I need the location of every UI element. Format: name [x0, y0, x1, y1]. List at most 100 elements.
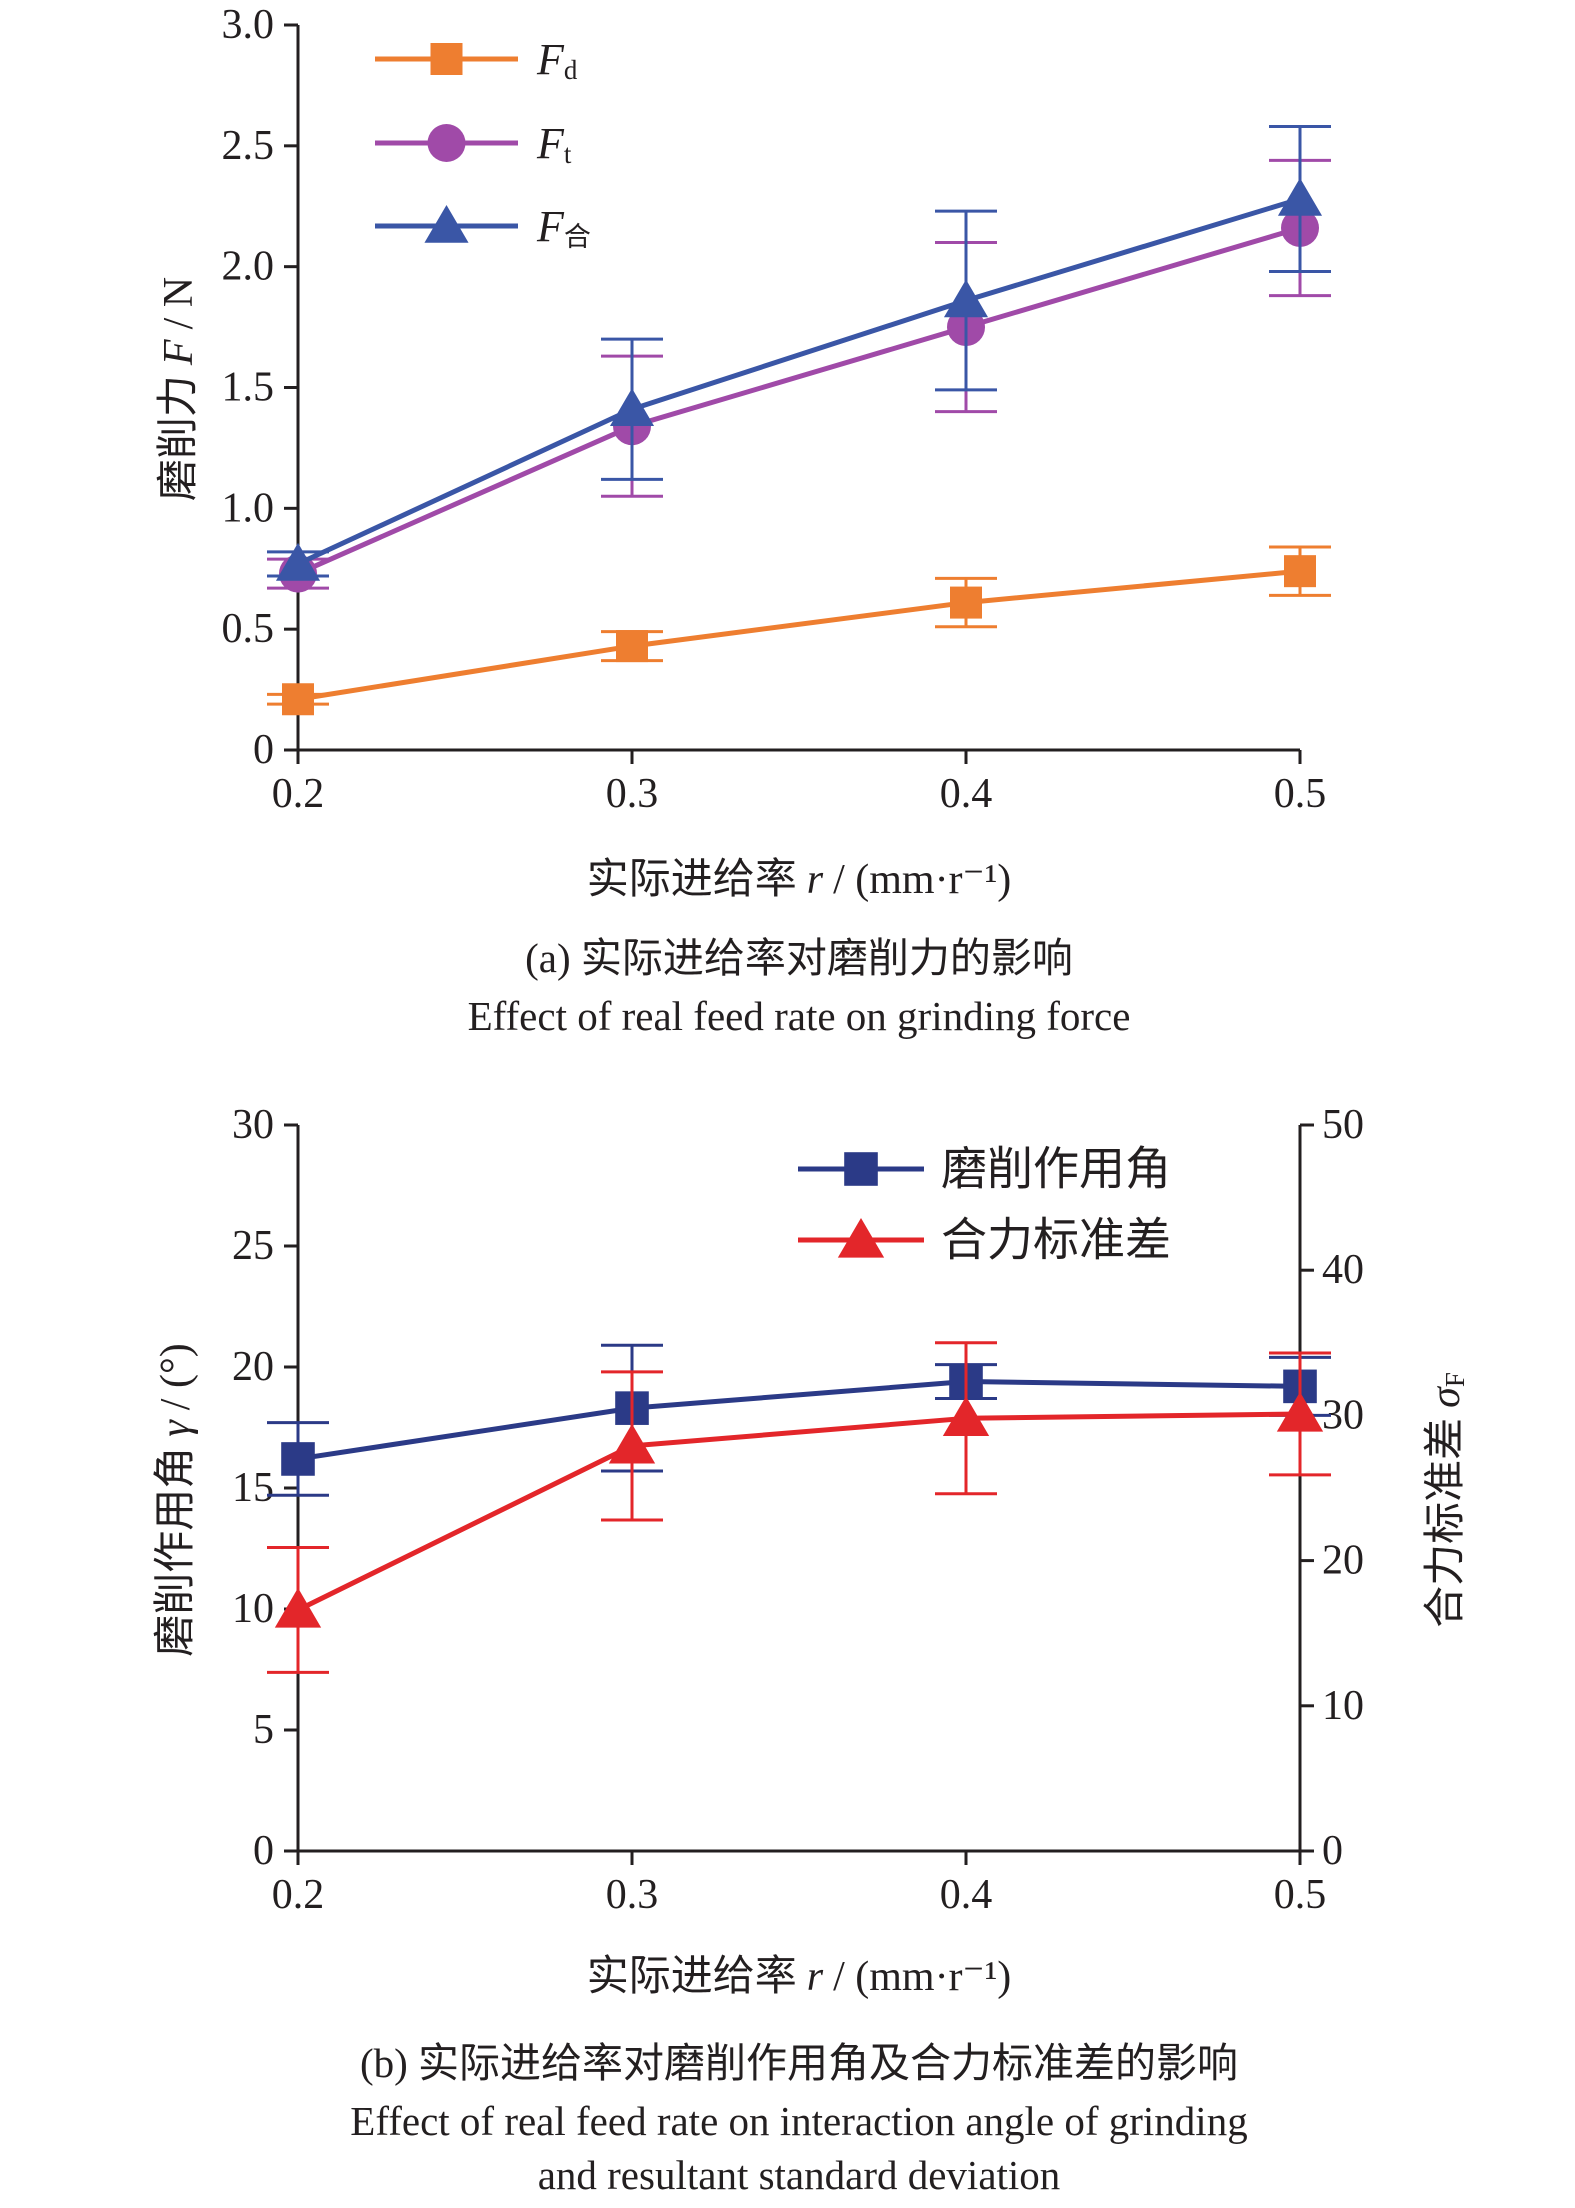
legend-label-symbol: F [536, 202, 565, 251]
chart-b-y2-tick-label: 20 [1322, 1538, 1364, 1584]
chart-b-x-tick-label: 0.3 [606, 1872, 659, 1918]
chart-a-y-tick-label: 2.5 [222, 123, 275, 169]
chart-a-y-tick-label: 1.0 [222, 485, 275, 531]
chart-a-y-tick-label: 1.5 [222, 365, 275, 411]
chart-b-caption-en-line-2: and resultant standard deviation [538, 2152, 1061, 2198]
legend-label-sub: 合 [564, 222, 591, 252]
chart-b-y-tick-label: 10 [232, 1586, 274, 1632]
chart-a-series-fd-point [616, 630, 648, 663]
chart-b-y-axis-label: 磨削作用角 γ / (°) [153, 1343, 199, 1657]
chart-a-series-fd-line [297, 568, 1301, 702]
chart-a-y-axis-label: 磨削力 F / N [156, 277, 202, 501]
chart-b-series-grinding-angle [267, 1343, 1331, 1497]
chart-a-legend-entry-ft: Ft [375, 119, 572, 170]
chart-b-x-tick-label: 0.2 [272, 1872, 325, 1918]
chart-b-y2-axis-label-symbol: σ [1423, 1385, 1469, 1408]
chart-b-y2-axis-label-sub: F [1440, 1372, 1470, 1387]
chart-a-x-tick-label: 0.2 [272, 771, 325, 817]
chart-a-legend-entry-fd: Fd [375, 35, 578, 86]
chart-b-legend-grinding-angle-marker [844, 1152, 878, 1186]
chart-a-series-fd-point [282, 683, 314, 716]
chart-a-x-tick-label: 0.5 [1274, 771, 1327, 817]
chart-a-series-fd-point [1284, 555, 1316, 588]
chart-a-series-f-resultant-point [275, 542, 321, 581]
chart-a-x-axis-label-text: 实际进给率 [587, 856, 797, 903]
chart-b-y-tick-label: 5 [253, 1707, 274, 1753]
chart-a-legend-ft-label: Ft [536, 119, 572, 170]
chart-a-series-fd-point [950, 586, 982, 619]
chart-b-y2-axis-label: 合力标准差 σF [1423, 1372, 1470, 1628]
chart-b-legend-entry-force-std: 合力标准差 [798, 1215, 1171, 1266]
chart-b-x-axis-label-unit: / (mm·r⁻¹) [833, 1954, 1011, 2000]
chart-b-series-grinding-angle-line [297, 1379, 1301, 1462]
chart-b-series-grinding-angle-point [281, 1442, 315, 1476]
legend-label-symbol: F [536, 119, 565, 168]
chart-b-y-tick-label: 15 [232, 1465, 274, 1511]
chart-a-y-tick-label: 0 [253, 727, 274, 773]
legend-label-sub: t [564, 139, 572, 169]
chart-a-y-tick-label: 2.0 [222, 244, 275, 290]
chart-a-y-axis-label-unit: / N [156, 277, 202, 330]
chart-b-series-force-std-point [608, 1423, 656, 1464]
chart-b-series-force-std-line [296, 1411, 1301, 1613]
chart-a-legend-fd-label: Fd [536, 35, 578, 86]
chart-a-y-axis-label-symbol: F [156, 339, 202, 366]
chart-a-series-f-resultant-line [296, 196, 1301, 567]
chart-a-caption-en: Effect of real feed rate on grinding for… [468, 993, 1131, 1039]
chart-a-x-axis-label-symbol: r [807, 857, 824, 903]
chart-b-series-force-std-point [942, 1396, 990, 1436]
chart-a-y-tick-label: 0.5 [222, 606, 275, 652]
chart-a-series-ft-line [296, 225, 1301, 576]
chart-b-y2-tick-label: 40 [1322, 1247, 1364, 1293]
chart-b-y2-tick-label: 0 [1322, 1828, 1343, 1874]
chart-a-x-tick-label: 0.3 [606, 771, 659, 817]
chart-a-caption: (a) 实际进给率对磨削力的影响 [525, 935, 1073, 981]
chart-a-legend-f-resultant-label: F合 [536, 202, 591, 253]
chart-a-legend-ft-marker [427, 124, 466, 162]
chart-b-legend-grinding-angle-label: 磨削作用角 [941, 1144, 1171, 1195]
chart-b-x-axis-label-text: 实际进给率 [587, 1953, 797, 2000]
chart-b-caption-en-line-1: Effect of real feed rate on interaction … [350, 2098, 1247, 2144]
chart-a-series-f-resultant-point [609, 388, 655, 427]
chart-b-y-axis-label-unit: / (°) [153, 1343, 199, 1410]
chart-b-x-tick-label: 0.4 [940, 1872, 993, 1918]
chart-b-series-force-std-point [274, 1587, 322, 1628]
chart-b-x-tick-label: 0.5 [1274, 1872, 1327, 1918]
chart-b-series-force-std-point [1276, 1391, 1324, 1432]
chart-b-legend-entry-grinding-angle: 磨削作用角 [798, 1144, 1171, 1195]
chart-a-legend-fd-marker [430, 43, 463, 75]
chart-b-y2-tick-label: 50 [1322, 1102, 1364, 1148]
chart-a-y-axis-label-text: 磨削力 [156, 375, 202, 501]
chart-a-series-f-resultant [267, 125, 1331, 581]
chart-b-series-force-std [267, 1341, 1331, 1674]
chart-b-y-axis-label-symbol: γ [153, 1419, 199, 1437]
legend-label-symbol: F [536, 35, 565, 84]
chart-a-x-axis-label: 实际进给率 r / (mm·r⁻¹) [587, 856, 1012, 903]
legend-label-sub: d [564, 55, 578, 85]
chart-b-y2-axis-label-text: 合力标准差 [1423, 1418, 1469, 1628]
chart-b-x-axis-label: 实际进给率 r / (mm·r⁻¹) [587, 1953, 1012, 2000]
chart-b-legend-force-std-marker [837, 1217, 885, 1258]
chart-a-x-tick-label: 0.4 [940, 771, 993, 817]
chart-b-x-axis-label-symbol: r [807, 1954, 824, 2000]
chart-a-legend-entry-f-resultant: F合 [375, 202, 591, 253]
chart-a-series-f-resultant-point [1277, 178, 1323, 216]
chart-b-y-tick-label: 25 [232, 1223, 274, 1269]
chart-a-x-axis-label-unit: / (mm·r⁻¹) [833, 857, 1011, 903]
chart-b-caption: (b) 实际进给率对磨削作用角及合力标准差的影响 [360, 2040, 1238, 2086]
chart-a-series-f-resultant-point [943, 279, 989, 318]
chart-a-y-tick-label: 3.0 [222, 2, 275, 48]
chart-b-y2-tick-label: 10 [1322, 1683, 1364, 1729]
chart-a-legend-f-resultant-marker [424, 205, 469, 243]
chart-a-series-fd [267, 545, 1331, 716]
chart-b-y-tick-label: 0 [253, 1828, 274, 1874]
chart-b-legend-force-std-label: 合力标准差 [941, 1215, 1171, 1266]
chart-b-y-axis-label-text: 磨削作用角 [153, 1447, 199, 1657]
chart-b-y-tick-label: 30 [232, 1102, 274, 1148]
chart-b-y-tick-label: 20 [232, 1344, 274, 1390]
